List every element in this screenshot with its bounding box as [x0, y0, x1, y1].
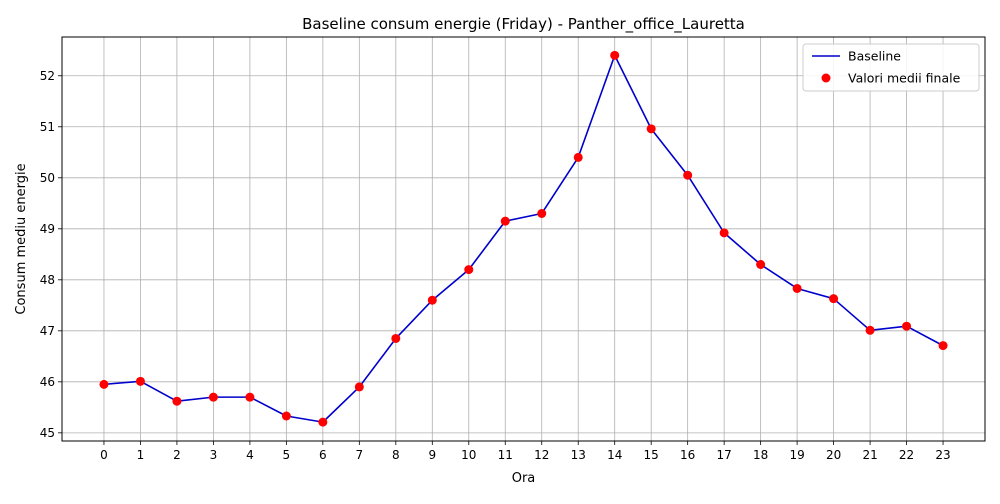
- data-point: [865, 325, 875, 335]
- y-axis-label: Consum mediu energie: [14, 163, 29, 314]
- series-layer: [99, 50, 948, 427]
- x-tick-label: 0: [100, 448, 108, 462]
- x-tick-label: 1: [137, 448, 145, 462]
- x-tick-label: 21: [862, 448, 877, 462]
- x-tick-label: 16: [680, 448, 695, 462]
- legend-frame: [802, 43, 980, 92]
- data-point: [938, 341, 948, 351]
- x-tick-label: 20: [826, 448, 841, 462]
- data-point: [829, 294, 839, 304]
- data-point: [99, 379, 109, 389]
- x-tick-label: 15: [644, 448, 659, 462]
- legend-label-valori-medii-finale: Valori medii finale: [848, 71, 961, 86]
- x-tick-label: 8: [392, 448, 400, 462]
- data-point: [318, 417, 328, 427]
- data-point: [537, 208, 547, 218]
- y-tick-label: 50: [40, 171, 55, 185]
- x-tick-label: 3: [210, 448, 218, 462]
- y-tick-label: 48: [40, 273, 55, 287]
- data-point: [281, 411, 291, 421]
- x-tick-label: 19: [789, 448, 804, 462]
- data-point: [719, 228, 729, 238]
- data-point: [135, 376, 145, 386]
- data-point: [172, 396, 182, 406]
- data-point: [610, 50, 620, 60]
- x-axis-label: Ora: [512, 471, 536, 486]
- data-point: [391, 333, 401, 343]
- data-point: [646, 124, 656, 134]
- plot-frame: [61, 36, 986, 442]
- y-tick-label: 51: [40, 120, 55, 134]
- x-tick-label: 9: [428, 448, 436, 462]
- data-point: [208, 392, 218, 402]
- x-tick-label: 18: [753, 448, 768, 462]
- x-tick-label: 11: [498, 448, 513, 462]
- x-tick-label: 12: [534, 448, 549, 462]
- x-tick-label: 5: [283, 448, 291, 462]
- data-point: [500, 216, 510, 226]
- x-tick-label: 14: [607, 448, 622, 462]
- x-tick-label: 6: [319, 448, 327, 462]
- x-tick-label: 7: [356, 448, 364, 462]
- y-tick-label: 46: [40, 375, 55, 389]
- chart-title: Baseline consum energie (Friday) - Panth…: [302, 15, 745, 34]
- x-tick-label: 2: [173, 448, 181, 462]
- y-axis-ticks: 45 46 47 48 49 50 51 52: [40, 69, 62, 440]
- x-axis-ticks: 0 1 2 3 4 5 6 7 8 9 10 11 12 13 14 15 16 17 18 19 20 21 22 23: [100, 441, 951, 462]
- legend: Baseline Valori medii finale: [802, 43, 980, 92]
- data-point: [427, 295, 437, 305]
- y-tick-label: 49: [40, 222, 55, 236]
- legend-swatch-valori-medii-finale: [821, 73, 831, 83]
- legend-label-baseline: Baseline: [848, 49, 901, 64]
- y-tick-label: 52: [40, 69, 55, 83]
- x-tick-label: 22: [899, 448, 914, 462]
- data-point: [756, 260, 766, 270]
- data-point: [354, 382, 364, 392]
- data-point: [573, 152, 583, 162]
- data-point: [902, 321, 912, 331]
- x-tick-label: 13: [571, 448, 586, 462]
- y-tick-label: 45: [40, 426, 55, 440]
- x-tick-label: 17: [717, 448, 732, 462]
- data-point: [464, 265, 474, 275]
- data-point: [245, 392, 255, 402]
- data-point: [683, 170, 693, 180]
- x-tick-label: 10: [461, 448, 476, 462]
- y-tick-label: 47: [40, 324, 55, 338]
- data-point: [792, 283, 802, 293]
- grid: [62, 37, 985, 441]
- x-tick-label: 23: [935, 448, 950, 462]
- x-tick-label: 4: [246, 448, 254, 462]
- series-line-baseline: [103, 54, 944, 423]
